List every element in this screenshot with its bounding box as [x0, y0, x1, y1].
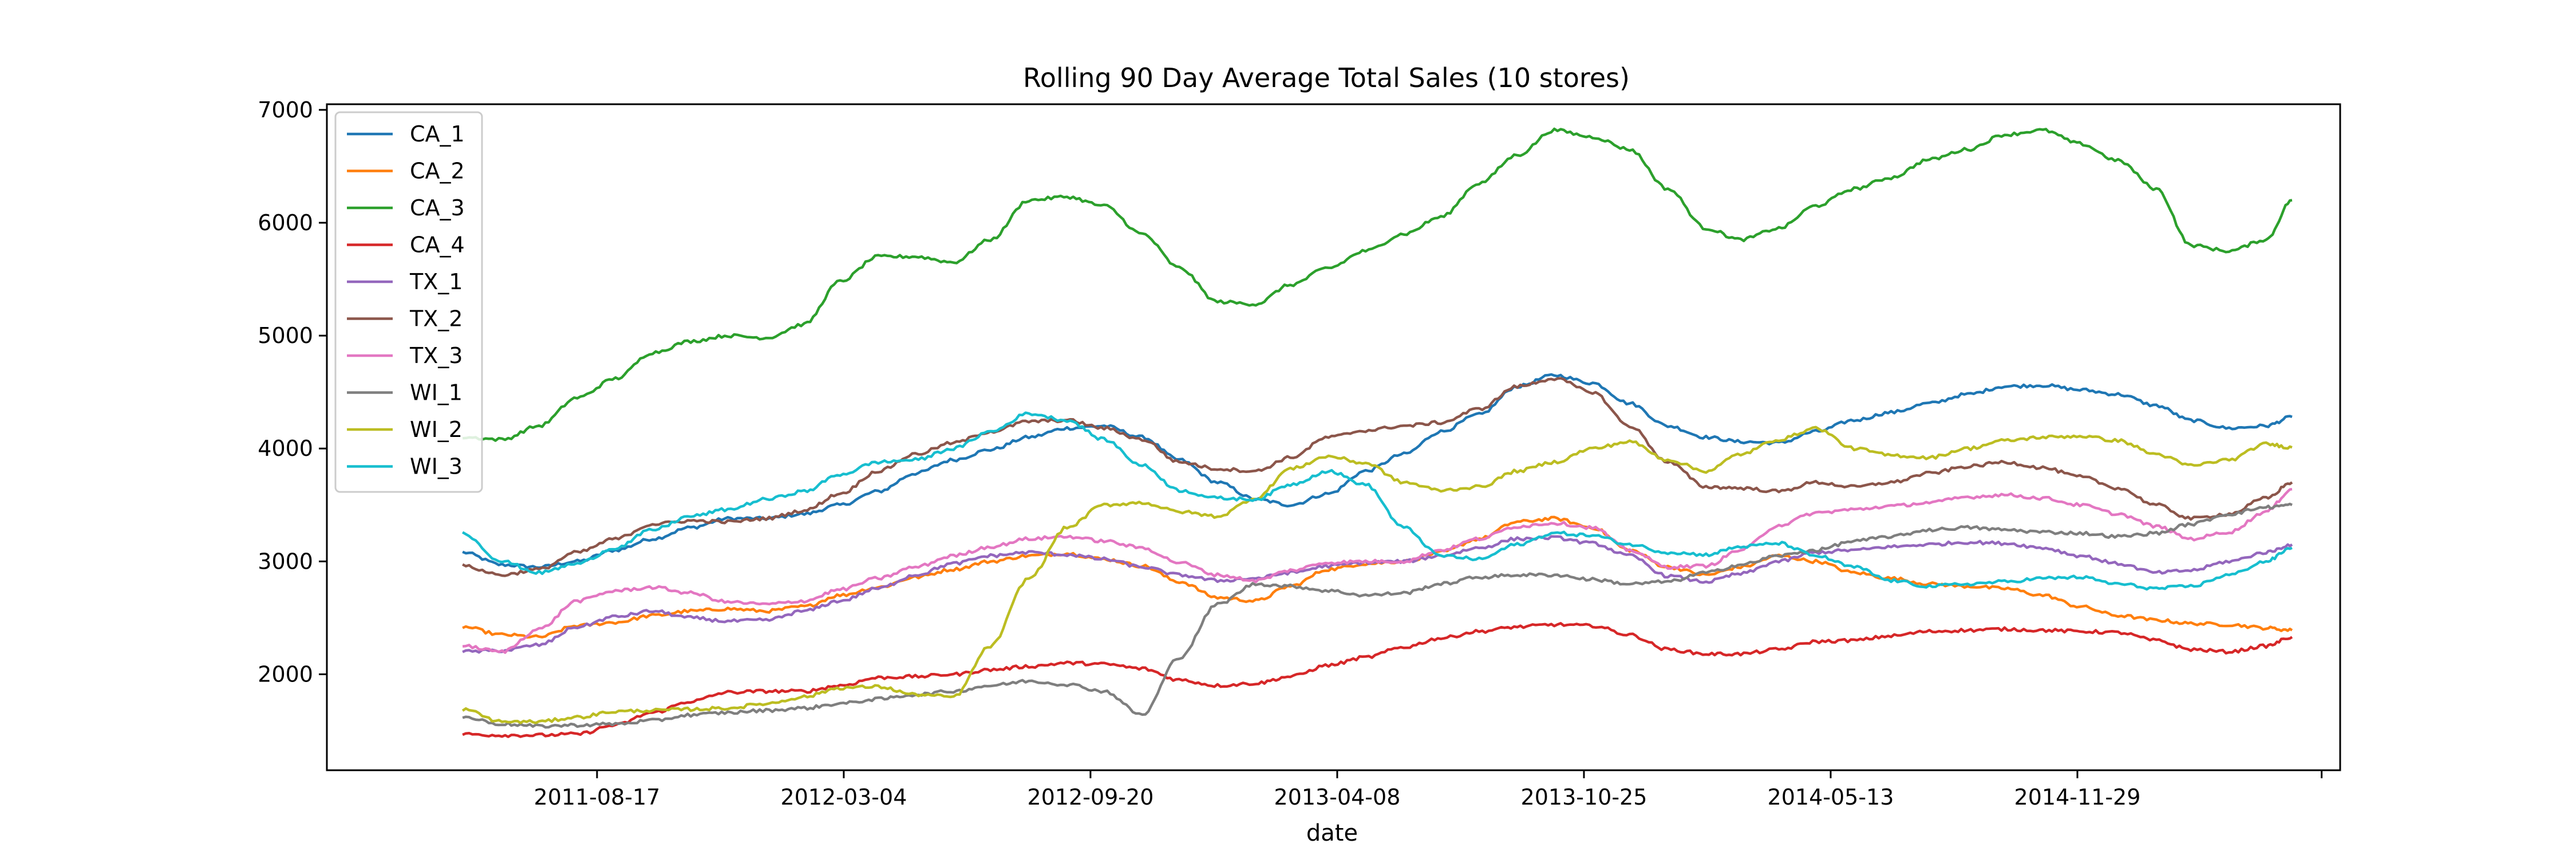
x-tick-label: 2014-11-29: [2014, 785, 2141, 810]
legend-label: WI_2: [410, 417, 463, 442]
legend-label: WI_3: [410, 454, 463, 479]
y-tick-label: 6000: [258, 210, 313, 235]
series-line-wi-3: [461, 411, 2293, 591]
x-axis: 2011-08-17 2012-03-04 2012-09-20 2013-04-08…: [534, 770, 2323, 810]
legend-label: CA_3: [410, 195, 465, 220]
series-layer: [461, 127, 2293, 738]
x-tick-label: 2014-05-13: [1768, 785, 1894, 810]
series-line-wi-1: [462, 502, 2293, 729]
legend: CA_1 CA_2 CA_3 CA_4 TX_1 TX_2 TX_3 WI_1 WI_2 WI_3: [334, 111, 483, 493]
chart-title: Rolling 90 Day Average Total Sales (10 s…: [1023, 62, 1630, 93]
series-line-wi-2: [461, 425, 2293, 724]
legend-label: CA_1: [410, 121, 465, 147]
plot-frame: [326, 103, 2341, 771]
legend-label: TX_3: [409, 343, 463, 368]
series-line-tx-3: [462, 487, 2293, 654]
series-line-ca-4: [462, 622, 2293, 738]
x-tick-label: 2011-08-17: [534, 785, 661, 810]
x-tick-label: 2012-09-20: [1028, 785, 1154, 810]
legend-label: TX_2: [409, 306, 463, 332]
legend-label: TX_1: [409, 269, 463, 294]
legend-label: CA_2: [410, 159, 465, 184]
y-tick-label: 4000: [258, 436, 313, 461]
series-line-tx-2: [462, 377, 2293, 577]
legend-label: CA_4: [410, 233, 465, 258]
y-tick-label: 5000: [258, 323, 313, 348]
series-line-ca-1: [462, 373, 2293, 569]
x-tick-label: 2012-03-04: [781, 785, 907, 810]
x-tick-label: 2013-04-08: [1274, 785, 1401, 810]
y-tick-label: 2000: [258, 661, 313, 687]
y-tick-label: 7000: [258, 97, 313, 123]
series-line-ca-2: [462, 515, 2293, 639]
series-line-ca-3: [462, 127, 2293, 442]
x-axis-label: date: [1306, 820, 1358, 846]
y-axis: 2000 3000 4000 5000 6000 7000: [258, 97, 327, 687]
y-tick-label: 3000: [258, 549, 313, 574]
legend-label: WI_1: [410, 380, 463, 405]
x-tick-label: 2013-10-25: [1521, 785, 1647, 810]
